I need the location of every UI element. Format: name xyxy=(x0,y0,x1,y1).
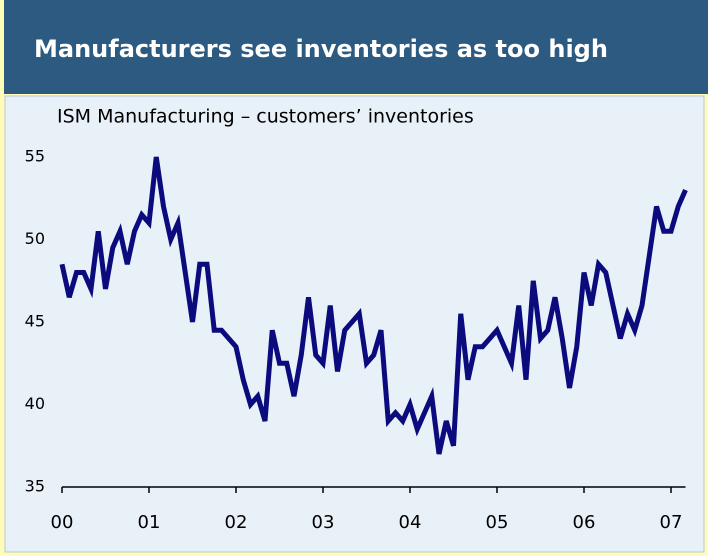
plot-panel xyxy=(4,95,705,553)
x-tick-label: 06 xyxy=(573,512,596,533)
x-tick-label: 03 xyxy=(312,512,335,533)
x-tick-label: 02 xyxy=(225,512,248,533)
y-tick-label: 45 xyxy=(25,312,45,331)
chart-title: Manufacturers see inventories as too hig… xyxy=(34,35,608,63)
x-tick-label: 04 xyxy=(399,512,422,533)
y-tick-label: 50 xyxy=(25,229,45,248)
data-line xyxy=(59,156,688,455)
header-band xyxy=(4,0,708,94)
y-tick-label: 40 xyxy=(25,394,45,413)
y-tick-label: 55 xyxy=(25,147,45,166)
x-tick-label: 07 xyxy=(660,512,683,533)
x-tick-label: 00 xyxy=(51,512,74,533)
y-tick-label: 35 xyxy=(25,477,45,496)
chart-subtitle: ISM Manufacturing – customers’ inventori… xyxy=(57,106,474,128)
x-tick-label: 01 xyxy=(138,512,161,533)
x-tick-label: 05 xyxy=(486,512,509,533)
